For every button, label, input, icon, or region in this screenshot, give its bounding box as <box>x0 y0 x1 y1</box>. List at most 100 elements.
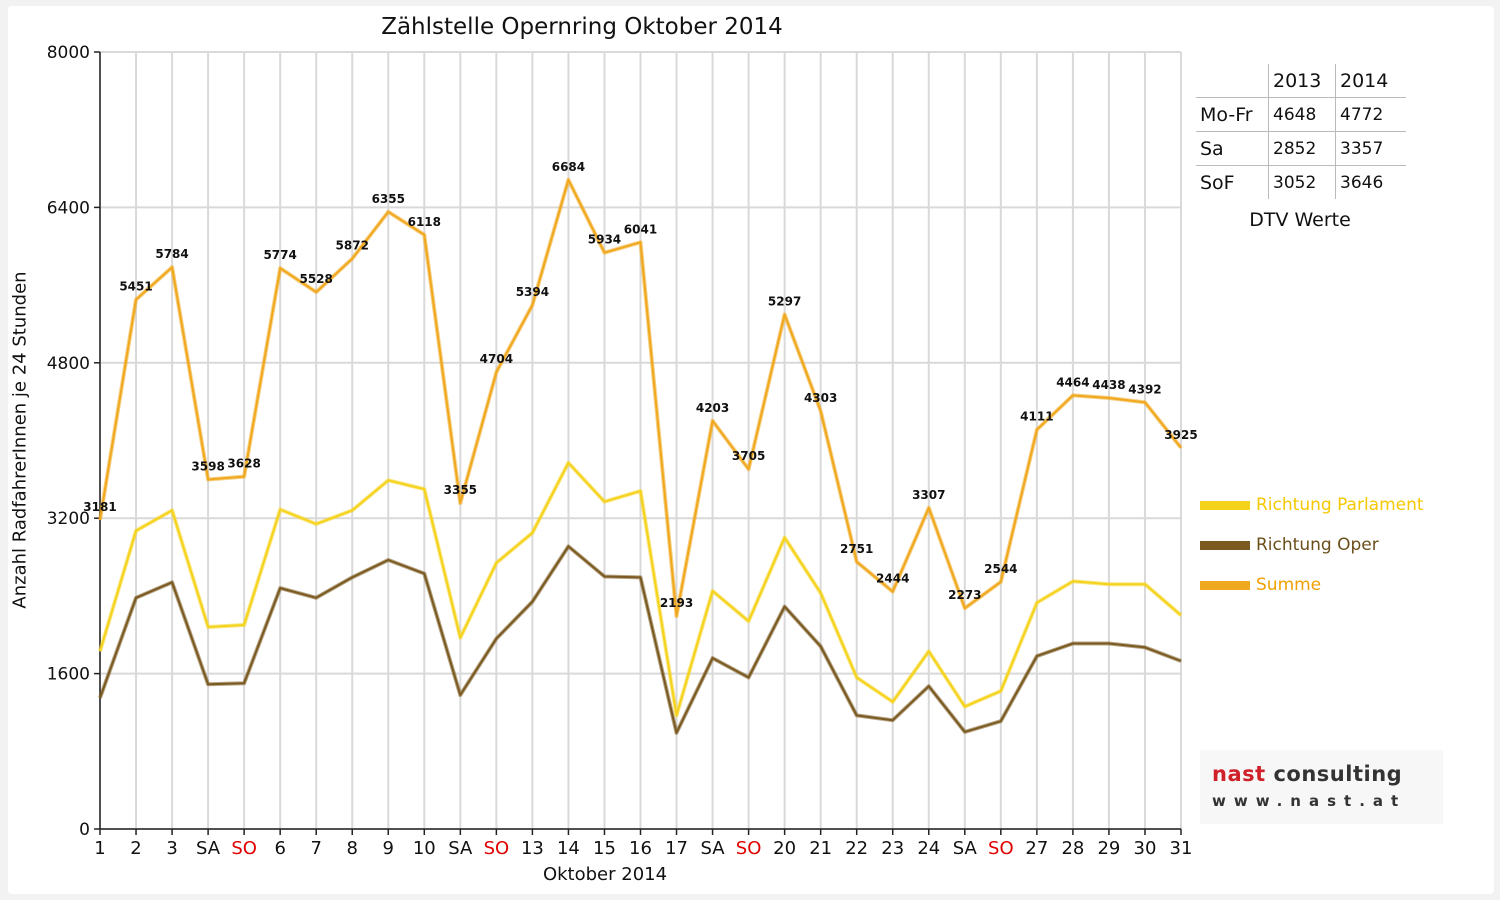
x-tick-label: 31 <box>1170 838 1193 859</box>
y-tick-label: 4800 <box>47 354 90 374</box>
x-tick-label: 3 <box>166 838 177 859</box>
x-tick-label: 1 <box>94 838 105 859</box>
data-label: 4303 <box>804 391 837 405</box>
dtv-header-row: 2013 2014 <box>1196 64 1406 98</box>
y-tick-label: 1600 <box>47 665 90 685</box>
series-line-core <box>99 545 1182 734</box>
data-label: 4203 <box>696 401 729 415</box>
logo-brand-consulting: consulting <box>1265 762 1403 786</box>
x-tick-label: 27 <box>1025 838 1048 859</box>
x-tick-label: 16 <box>629 838 652 859</box>
logo-brand-nast: nast <box>1212 762 1266 786</box>
x-tick-label: 13 <box>521 838 544 859</box>
data-label: 5934 <box>588 233 621 247</box>
x-tick-label: SA <box>448 838 473 859</box>
data-label: 5528 <box>299 272 332 286</box>
legend-item-summe: Summe <box>1200 573 1321 597</box>
x-tick-label: 28 <box>1061 838 1084 859</box>
data-label: 6041 <box>624 222 657 236</box>
data-label: 3307 <box>912 488 945 502</box>
legend-label-parlament: Richtung Parlament <box>1256 495 1424 515</box>
chart-title: Zählstelle Opernring Oktober 2014 <box>381 14 783 40</box>
data-label: 5774 <box>263 248 296 262</box>
x-tick-label: 21 <box>809 838 832 859</box>
data-label: 2193 <box>660 596 693 610</box>
dtv-value: 2852 <box>1268 131 1336 166</box>
series-line-parlament <box>98 460 1183 718</box>
legend-swatch-oper <box>1200 540 1250 550</box>
x-tick-label: 6 <box>274 838 285 859</box>
x-tick-label: SA <box>196 838 221 859</box>
data-label: 3181 <box>83 500 116 514</box>
x-tick-label: 14 <box>557 838 580 859</box>
data-label: 4464 <box>1056 375 1089 389</box>
x-tick-label: 8 <box>347 838 358 859</box>
dtv-value: 3052 <box>1268 165 1336 199</box>
y-tick-label: 3200 <box>47 509 90 529</box>
data-label: 2544 <box>984 562 1017 576</box>
data-label: 2751 <box>840 542 873 556</box>
dtv-header-2013: 2013 <box>1268 64 1336 98</box>
data-label: 6118 <box>408 215 441 229</box>
data-label: 3705 <box>732 449 765 463</box>
data-label: 4111 <box>1020 410 1053 424</box>
legend-swatch-summe <box>1200 580 1250 590</box>
data-label: 3628 <box>227 457 260 471</box>
data-label: 3925 <box>1164 428 1197 442</box>
x-tick-label: 10 <box>413 838 436 859</box>
x-tick-label: 2 <box>130 838 141 859</box>
series-line-oper <box>98 544 1182 735</box>
series-layer <box>98 177 1183 735</box>
data-label: 3598 <box>191 460 224 474</box>
data-label: 5784 <box>155 247 188 261</box>
dtv-value: 4648 <box>1268 97 1336 132</box>
dtv-value: 4772 <box>1340 104 1384 125</box>
x-tick-label: 22 <box>845 838 868 859</box>
grid-layer <box>99 51 1182 830</box>
logo-brand: nast consulting <box>1212 762 1402 786</box>
legend-item-parlament: Richtung Parlament <box>1200 493 1424 517</box>
x-tick-label: 29 <box>1097 838 1120 859</box>
data-label: 3355 <box>444 483 477 497</box>
y-tick-label: 0 <box>79 820 90 840</box>
x-tick-label: SA <box>953 838 978 859</box>
data-label: 5394 <box>516 285 549 299</box>
logo-url: www.nast.at <box>1212 792 1407 810</box>
dtv-value: 3357 <box>1340 138 1384 159</box>
dtv-table: 2013 2014 Mo-Fr 4648 4772 Sa 2852 3357 S… <box>1196 64 1406 199</box>
legend-item-oper: Richtung Oper <box>1200 533 1379 557</box>
dtv-row: Sa 2852 3357 <box>1196 131 1406 166</box>
y-tick-label: 6400 <box>47 198 90 218</box>
dtv-row: Mo-Fr 4648 4772 <box>1196 97 1406 132</box>
x-tick-label: 17 <box>665 838 688 859</box>
dtv-row-label: Mo-Fr <box>1196 97 1269 132</box>
x-tick-label: SO <box>736 838 762 859</box>
data-label: 5297 <box>768 295 801 309</box>
dtv-caption: DTV Werte <box>1249 209 1351 231</box>
dtv-value: 3646 <box>1340 172 1384 193</box>
data-label: 4438 <box>1092 378 1125 392</box>
data-label: 5872 <box>336 239 369 253</box>
x-tick-label: 30 <box>1134 838 1157 859</box>
data-label: 2444 <box>876 572 909 586</box>
x-tick-label: 7 <box>310 838 321 859</box>
x-tick-label: 9 <box>383 838 394 859</box>
data-label: 2273 <box>948 588 981 602</box>
series-line-core <box>99 178 1182 617</box>
x-tick-label: SO <box>231 838 257 859</box>
dtv-header-2014: 2014 <box>1340 69 1389 92</box>
x-tick-label: SO <box>484 838 510 859</box>
x-tick-label: 15 <box>593 838 616 859</box>
data-label: 6355 <box>372 192 405 206</box>
x-tick-label: 20 <box>773 838 796 859</box>
series-line-summe <box>98 177 1183 618</box>
legend-label-summe: Summe <box>1256 575 1322 595</box>
nast-consulting-logo: nast consulting www.nast.at <box>1200 750 1443 824</box>
data-label: 6684 <box>552 160 585 174</box>
x-tick-label: 23 <box>881 838 904 859</box>
data-label: 5451 <box>119 280 152 294</box>
y-tick-label: 8000 <box>47 43 90 63</box>
